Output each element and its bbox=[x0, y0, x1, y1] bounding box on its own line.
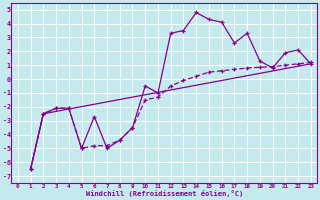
X-axis label: Windchill (Refroidissement éolien,°C): Windchill (Refroidissement éolien,°C) bbox=[86, 190, 243, 197]
